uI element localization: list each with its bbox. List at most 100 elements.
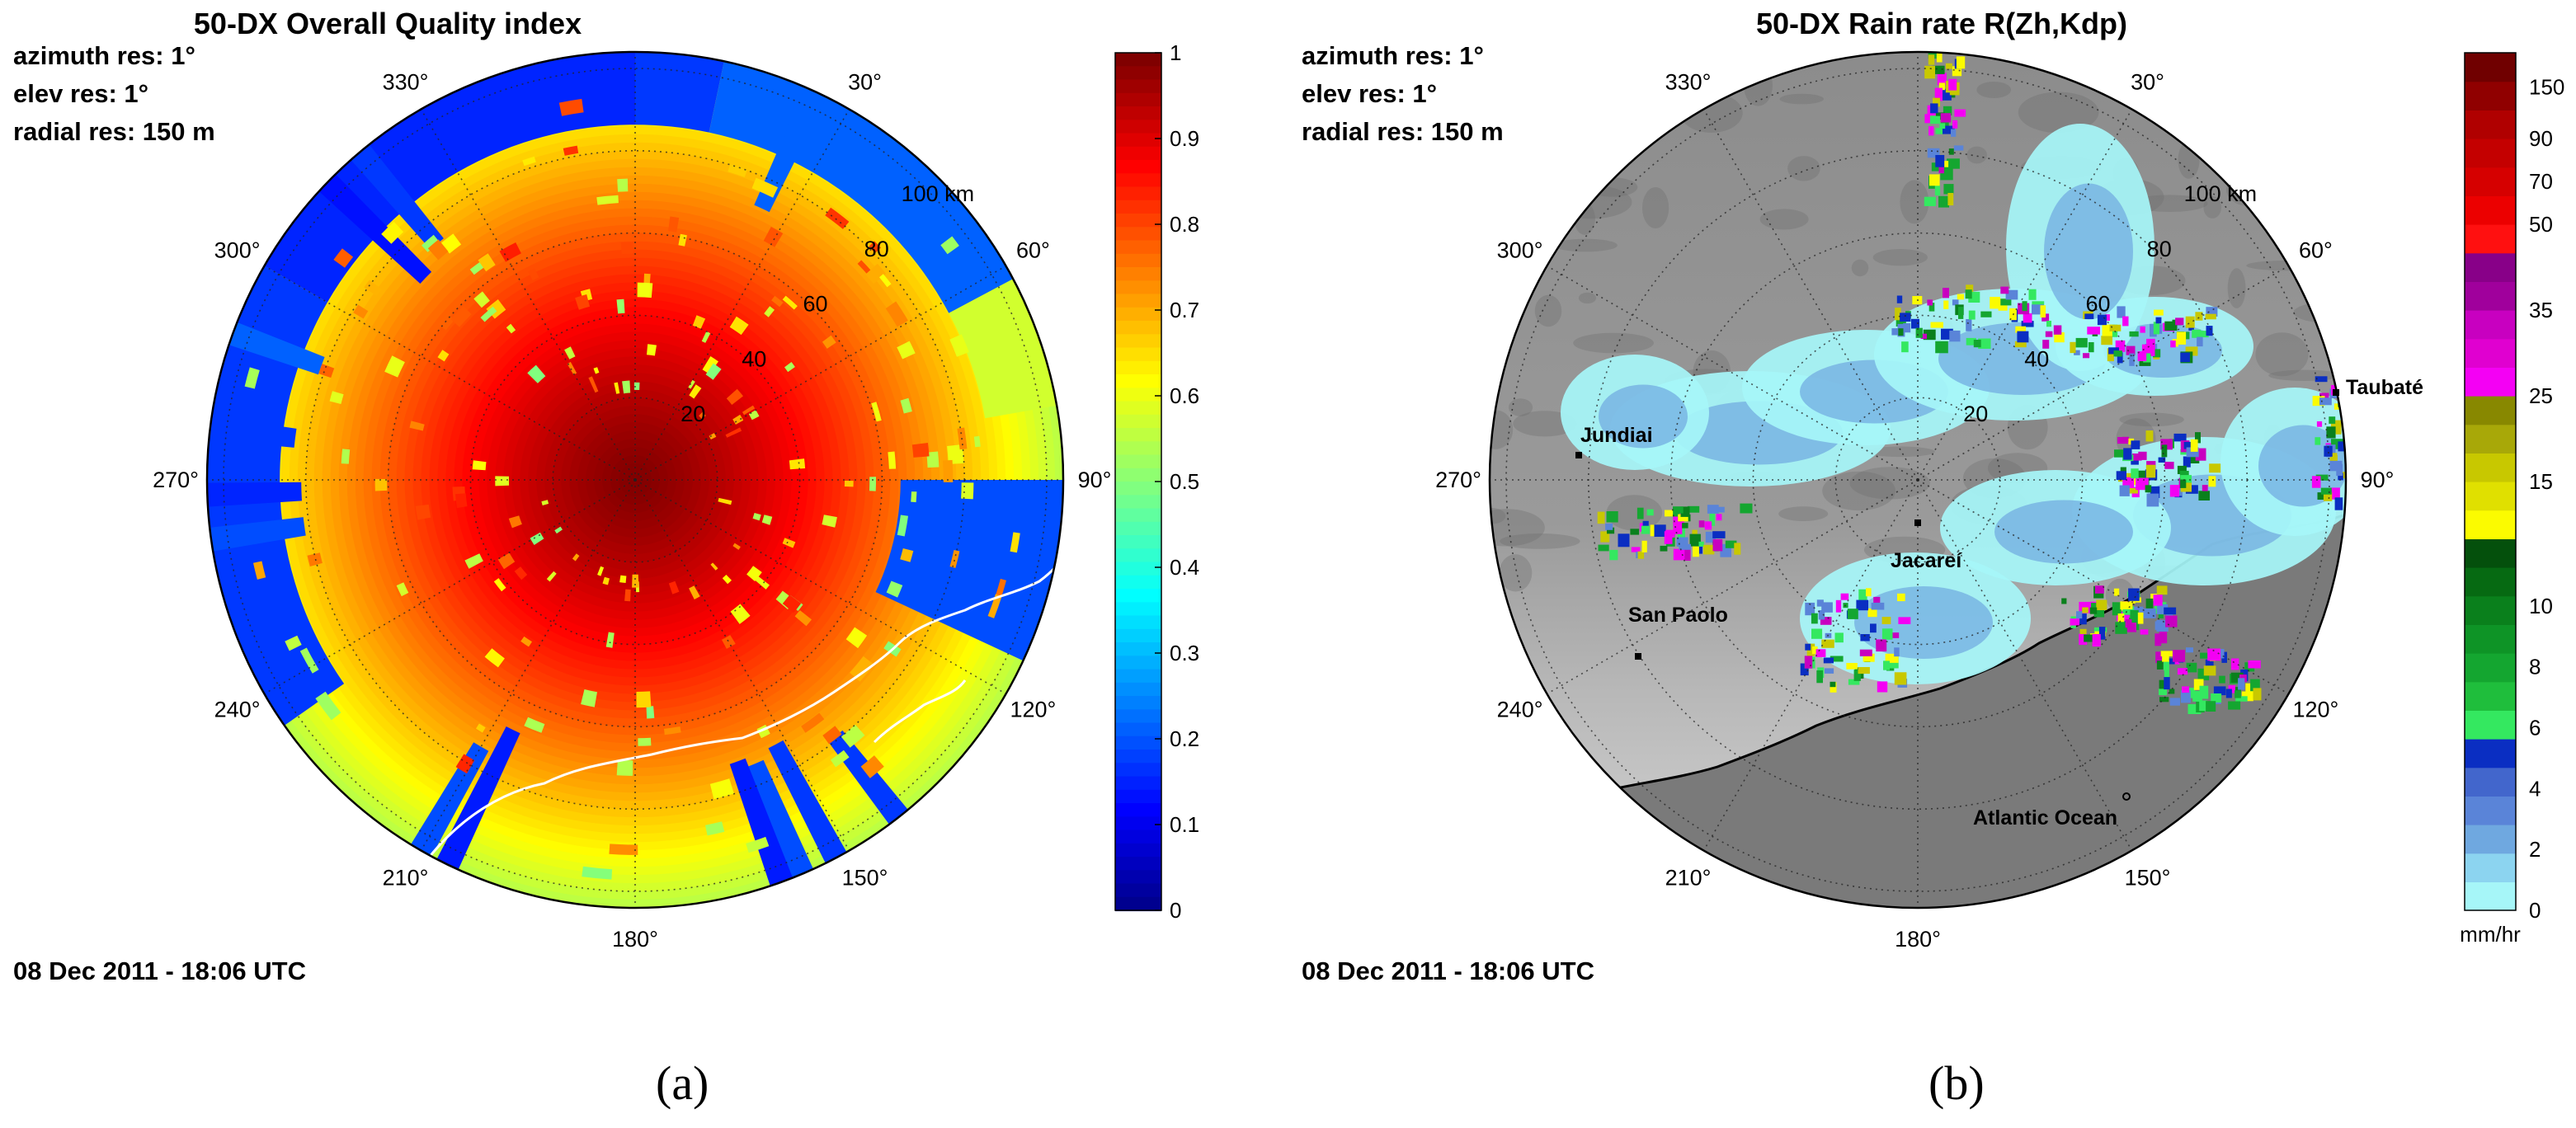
colorbar-segment: [1115, 736, 1161, 751]
quality-patch: [622, 380, 631, 394]
rain-cell: [2074, 350, 2080, 355]
quality-patch: [575, 294, 590, 310]
rain-cell: [2375, 404, 2384, 416]
rain-cell: [2117, 613, 2125, 623]
terrain-shade: [1966, 146, 1987, 164]
rain-cell: [1673, 506, 1684, 514]
quality-patch: [616, 759, 633, 776]
terrain-shade: [1500, 533, 1580, 549]
rain-cell: [2202, 485, 2208, 491]
rain-cell: [1870, 623, 1877, 633]
rain-cell: [1725, 540, 1737, 548]
rain-cell: [2415, 441, 2421, 446]
azimuth-spoke: [420, 109, 636, 481]
terrain-shade: [1490, 509, 1545, 547]
colorbar-tick-label: 0.6: [1170, 383, 1199, 408]
angle-label: 150°: [842, 865, 888, 890]
rain-cell: [1636, 507, 1644, 519]
colorbar-segment: [1115, 696, 1161, 711]
quality-patch: [911, 443, 930, 458]
rain-cell: [2371, 413, 2376, 425]
rain-cell: [2093, 609, 2105, 618]
quality-patch: [869, 241, 881, 254]
rain-cell: [2412, 407, 2423, 416]
colorbar-tick-label: 35: [2529, 298, 2553, 322]
terrain-shade: [1642, 187, 1669, 228]
range-ring: [387, 232, 883, 728]
rain-cell: [2042, 340, 2050, 349]
rain-cell: [1800, 663, 1809, 676]
quality-patch: [455, 493, 468, 509]
quality-patch: [384, 355, 405, 378]
range-label: 80: [864, 237, 889, 261]
rain-cell: [1641, 540, 1647, 552]
rain-cell: [2129, 487, 2138, 494]
colorbar-segment: [1115, 374, 1161, 389]
rain-cell: [2180, 690, 2191, 703]
rain-cell: [2253, 688, 2262, 701]
rain-cell: [2173, 433, 2187, 442]
timestamp: 08 Dec 2011 - 18:06 UTC: [1302, 956, 1594, 985]
rain-cell: [1660, 545, 1668, 552]
rain-cell: [1930, 322, 1943, 328]
rain-cell: [1673, 521, 1683, 534]
rain-cell: [2046, 321, 2051, 327]
rain-cell: [1956, 56, 1966, 69]
rain-cell: [1978, 338, 1991, 349]
rain-cell: [2434, 386, 2442, 395]
rain-cell: [2235, 696, 2248, 702]
rain-cell: [1935, 155, 1945, 167]
rain-cell: [2351, 443, 2359, 452]
quality-patch: [646, 706, 655, 719]
rain-cell: [2122, 316, 2129, 327]
rain-cell: [2414, 413, 2420, 425]
quality-patch: [528, 268, 539, 281]
rain-cell: [2159, 689, 2167, 695]
rain-cell: [2176, 331, 2187, 345]
rain-cell: [1709, 513, 1716, 526]
rain-cell: [2423, 408, 2429, 421]
terrain-shade: [1759, 209, 1809, 230]
colorbar-tick-label: 6: [2529, 715, 2541, 740]
rain-cell: [1930, 103, 1938, 114]
rain-cell: [1630, 529, 1640, 535]
rain-cell: [2045, 331, 2053, 337]
terrain-shade: [1570, 131, 1594, 148]
quality-patch: [546, 571, 557, 582]
rain-cell: [2209, 463, 2221, 473]
terrain-shade: [1553, 238, 1618, 252]
rain-cell: [1678, 514, 1688, 522]
rain-cell: [1943, 288, 1949, 298]
terrain-shade: [2067, 52, 2137, 80]
rain-cell: [2186, 447, 2199, 458]
low-quality-spoke: [318, 174, 432, 284]
colorbar: 0 2 4 6 8 10 15 25 35 50 70 90 150 mm/hr: [2460, 52, 2564, 947]
rain-cell: [1990, 297, 2000, 309]
quality-patch: [730, 604, 751, 624]
rain-cell: [2135, 470, 2148, 478]
quality-patch: [602, 576, 610, 585]
rain-cell: [2197, 331, 2209, 338]
quality-patch: [825, 207, 850, 229]
rain-cell: [2076, 611, 2083, 619]
quality-patch: [619, 575, 627, 583]
low-quality-spoke: [228, 322, 325, 375]
rain-cell: [1597, 511, 1605, 524]
angle-label: 240°: [214, 698, 261, 722]
rain-cell: [1847, 609, 1858, 619]
colorbar-segment: [1115, 870, 1161, 885]
rain-cell: [2180, 475, 2192, 483]
rain-cell: [2418, 424, 2428, 433]
colorbar-segment: [2465, 224, 2516, 254]
colorbar-segment: [2465, 367, 2516, 397]
rain-cell: [2079, 628, 2087, 634]
quality-patch: [253, 561, 266, 580]
rain-cell: [2083, 353, 2090, 359]
terrain-shade: [1565, 52, 1594, 80]
quality-patch: [728, 164, 747, 177]
rain-cell: [1716, 514, 1722, 521]
colorbar-segment: [1115, 482, 1161, 496]
terrain-shade: [1573, 332, 1654, 354]
city-label: Taubaté: [2346, 376, 2423, 399]
rain-cell: [2070, 618, 2080, 626]
